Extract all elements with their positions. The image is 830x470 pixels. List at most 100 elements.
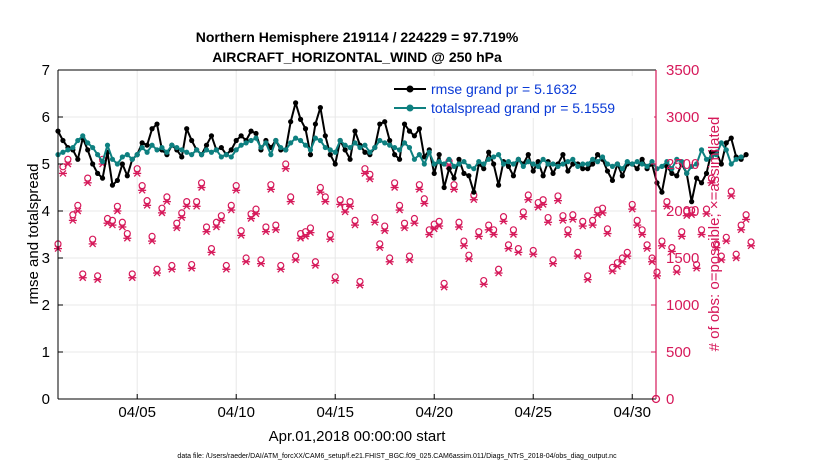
obs-assimilated-point (558, 216, 567, 224)
y-left-tick-label: 3 (42, 250, 50, 267)
spread-point (278, 144, 284, 151)
spread-point (99, 159, 106, 165)
obs-possible-point (475, 228, 483, 236)
obs-possible-point (262, 223, 270, 231)
spread-point (451, 163, 457, 169)
spread-point (144, 149, 150, 155)
rmse-point (342, 147, 348, 153)
spread-point (104, 142, 111, 148)
spread-point (718, 140, 724, 146)
obs-assimilated-point (58, 169, 67, 177)
y-right-tick-label: 3500 (666, 62, 699, 79)
obs-assimilated-point (301, 232, 310, 240)
obs-assimilated-point (341, 208, 350, 216)
rmse-point (332, 161, 338, 167)
spread-point (466, 163, 472, 169)
rmse-point (179, 154, 185, 160)
obs-assimilated-point (722, 237, 731, 245)
y-left-tick-label: 6 (42, 109, 50, 126)
rmse-point (248, 128, 254, 134)
spread-point (228, 154, 234, 160)
y-right-tick-label: 0 (666, 391, 674, 408)
x-tick-label: 04/20 (415, 404, 453, 421)
x-tick-label: 04/15 (316, 404, 354, 421)
y-right-tick-label: 1500 (666, 250, 699, 267)
rmse-point (619, 173, 625, 179)
spread-point (421, 161, 427, 167)
obs-assimilated-point (648, 258, 657, 266)
obs-assimilated-point (157, 209, 166, 217)
y-right-tick-label: 500 (666, 344, 691, 361)
rmse-point (203, 142, 210, 148)
rmse-point (446, 166, 452, 172)
rmse-point (486, 149, 492, 155)
rmse-point (149, 126, 155, 132)
spread-point (446, 156, 452, 162)
spread-point (253, 135, 259, 141)
obs-assimilated-point (563, 231, 572, 238)
rmse-point (743, 152, 749, 158)
obs-assimilated-point (256, 260, 265, 268)
rmse-point (124, 173, 130, 179)
obs-assimilated-point (331, 277, 340, 285)
obs-assimilated-point (212, 223, 221, 231)
rmse-point (302, 126, 309, 132)
spread-point (243, 140, 249, 146)
obs-assimilated-point (291, 256, 300, 264)
spread-point (223, 152, 229, 158)
obs-assimilated-point (237, 231, 246, 239)
chart-title-line1: Northern Hemisphere 219114 / 224229 = 97… (196, 29, 519, 45)
obs-assimilated-point (662, 202, 671, 210)
rmse-point (208, 133, 215, 139)
spread-point (317, 137, 323, 144)
spread-point (342, 142, 348, 148)
obs-possible-point (395, 201, 404, 209)
obs-possible-point (702, 205, 711, 213)
obs-possible-point (118, 218, 126, 226)
y-left-tick-label: 7 (42, 62, 50, 79)
rmse-point (634, 166, 640, 172)
spread-point (60, 149, 66, 155)
obs-assimilated-point (697, 231, 706, 238)
x-tick-label: 04/05 (118, 404, 156, 421)
obs-assimilated-point (514, 248, 523, 256)
obs-possible-point (237, 227, 245, 235)
y-right-tick-label: 2000 (666, 203, 699, 220)
spread-point (194, 147, 200, 153)
obs-possible-point (148, 232, 156, 240)
obs-possible-point (410, 214, 419, 223)
rmse-point (728, 135, 734, 141)
spread-point (654, 166, 660, 172)
legend-rmse-marker (406, 85, 414, 93)
obs-possible-point (113, 202, 122, 210)
rmse-point (322, 133, 328, 139)
obs-assimilated-point (108, 221, 117, 229)
obs-assimilated-point (217, 216, 226, 224)
obs-possible-point (89, 235, 97, 243)
rmse-point (698, 180, 705, 186)
rmse-point (406, 128, 413, 134)
spread-point (639, 161, 645, 167)
obs-assimilated-point (623, 252, 632, 260)
rmse-point (60, 137, 66, 144)
spread-point (208, 149, 215, 155)
rmse-point (441, 184, 447, 191)
obs-possible-point (173, 219, 181, 227)
spread-point (401, 140, 408, 146)
obs-count-series (54, 155, 756, 404)
obs-assimilated-point (652, 272, 661, 280)
rmse-point (154, 121, 160, 127)
obs-possible-point (415, 181, 423, 189)
spread-point (471, 166, 477, 172)
spread-point (520, 163, 526, 169)
obs-assimilated-point (633, 221, 642, 229)
obs-assimilated-point (435, 222, 444, 230)
obs-possible-point (519, 208, 527, 216)
obs-assimilated-point (182, 202, 191, 210)
obs-assimilated-point (395, 206, 404, 214)
y-right-tick-label: 2500 (666, 156, 699, 173)
spread-point (674, 156, 680, 162)
rmse-point (144, 142, 150, 148)
obs-possible-point (272, 221, 280, 229)
obs-possible-point (589, 216, 597, 224)
